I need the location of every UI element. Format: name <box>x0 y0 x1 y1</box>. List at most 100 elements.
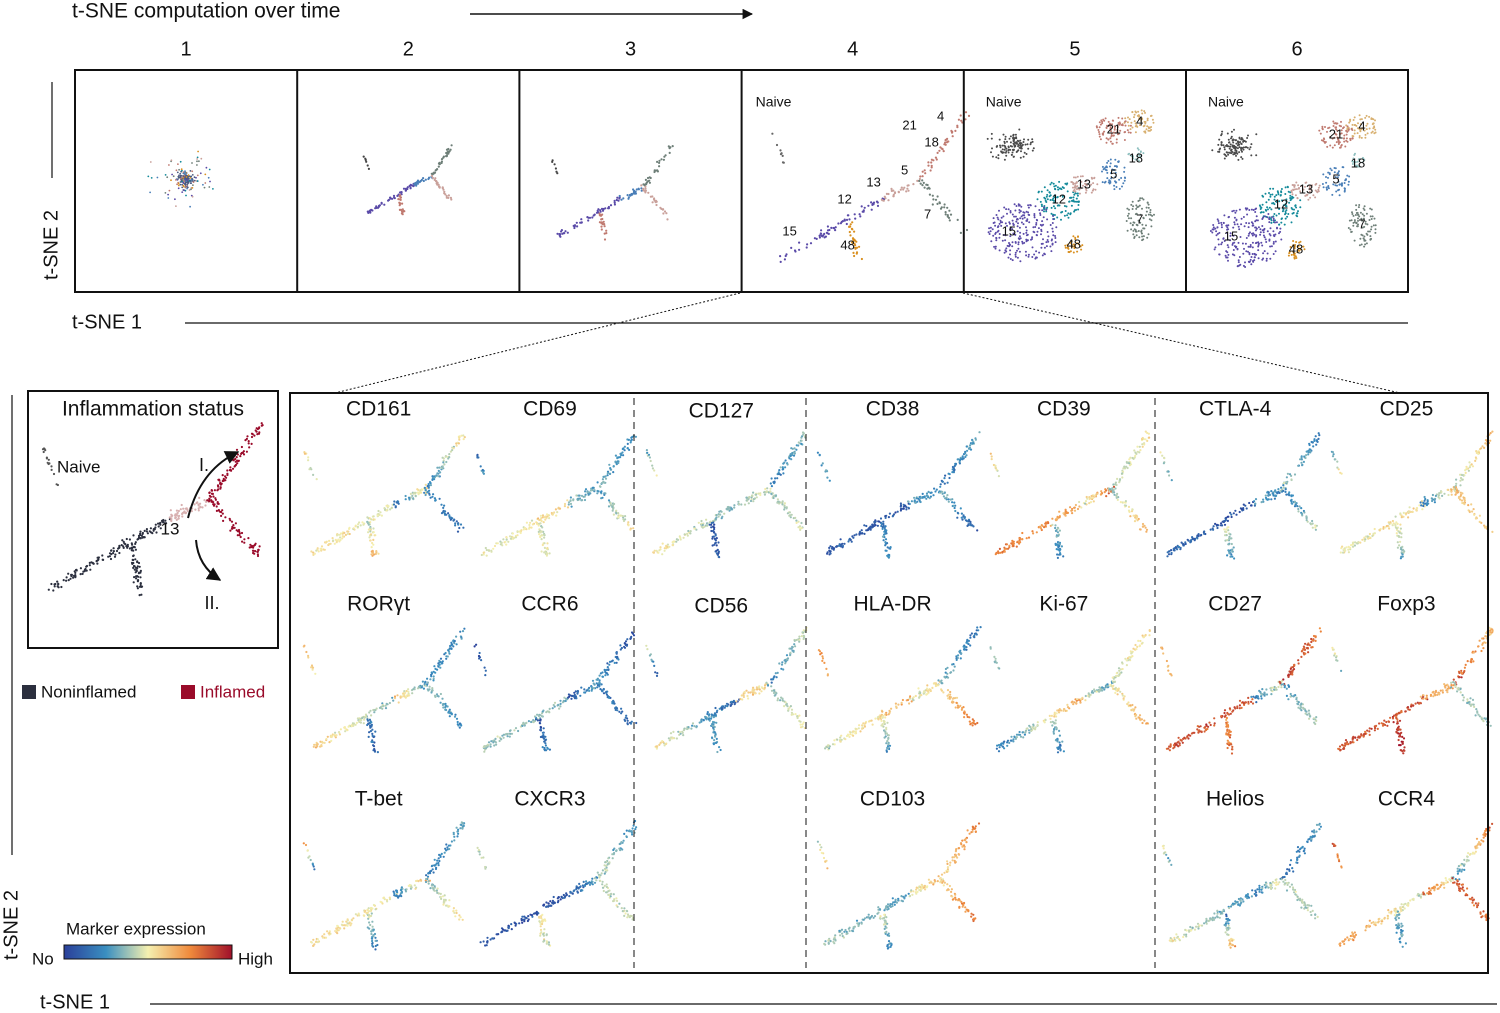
cell-dot <box>1170 479 1173 482</box>
cell-dot <box>445 194 448 198</box>
cell-dot <box>542 521 545 524</box>
cell-dot <box>1130 121 1133 124</box>
cell-dot <box>444 455 447 458</box>
cell-dot <box>174 198 176 201</box>
cell-dot <box>62 579 65 582</box>
cell-dot <box>621 514 624 518</box>
cell-dot <box>781 154 784 157</box>
cell-dot <box>540 550 543 553</box>
cell-dot <box>1279 227 1282 230</box>
cell-dot <box>637 188 641 191</box>
cell-dot <box>1162 462 1165 465</box>
cell-dot <box>1046 231 1049 233</box>
cell-dot <box>737 500 740 503</box>
cell-dot <box>138 565 141 568</box>
cell-dot <box>959 507 962 510</box>
cell-dot <box>931 203 934 206</box>
cell-dot <box>246 435 249 438</box>
cell-dot <box>436 168 439 171</box>
cell-dot <box>1005 154 1008 157</box>
cell-dot <box>656 170 660 173</box>
cell-dot <box>1150 219 1153 222</box>
cell-dot <box>1223 523 1227 526</box>
cell-dot <box>1166 555 1169 558</box>
cell-dot <box>500 541 503 544</box>
cell-dot <box>185 507 188 510</box>
cell-dot <box>1017 540 1020 543</box>
cell-dot <box>136 565 139 568</box>
cell-dot <box>1272 242 1275 245</box>
cell-dot <box>1050 250 1053 253</box>
cell-dot <box>1011 259 1014 262</box>
cell-dot <box>665 212 668 215</box>
cell-dot <box>1366 122 1369 125</box>
cell-dot <box>1029 143 1032 146</box>
cell-dot <box>435 474 438 477</box>
cell-dot <box>193 503 196 506</box>
cell-dot <box>1114 487 1117 490</box>
cell-dot <box>1056 196 1059 199</box>
cell-dot <box>1028 221 1031 224</box>
cell-dot <box>490 549 493 552</box>
cell-dot <box>1235 219 1238 222</box>
cell-dot <box>1337 143 1340 145</box>
cell-dot <box>393 500 396 503</box>
cell-dot <box>1304 456 1307 460</box>
cell-dot <box>1017 243 1020 246</box>
cell-dot <box>1029 204 1032 206</box>
cell-dot <box>1016 139 1019 142</box>
cell-dot <box>1372 122 1375 125</box>
cell-dot <box>1084 191 1087 194</box>
cell-dot <box>1096 183 1099 186</box>
cell-dot <box>1344 549 1347 552</box>
cell-dot <box>450 144 453 147</box>
cell-dot <box>371 549 374 552</box>
cell-dot <box>256 550 259 553</box>
cell-dot <box>1316 440 1319 443</box>
cell-dot <box>1327 187 1330 190</box>
cell-dot <box>785 507 788 510</box>
cell-dot <box>575 494 578 497</box>
cell-dot <box>1073 176 1075 179</box>
cell-dot <box>944 474 947 477</box>
cell-dot <box>1203 530 1206 533</box>
cell-dot <box>224 475 227 478</box>
cell-dot <box>1038 209 1041 211</box>
cell-dot <box>1126 121 1129 124</box>
cell-dot <box>369 530 372 533</box>
cell-dot <box>782 467 785 470</box>
cell-dot <box>572 498 575 501</box>
cell-dot <box>822 234 825 237</box>
cell-dot <box>1030 141 1032 144</box>
cell-dot <box>1139 213 1142 216</box>
cell-dot <box>1140 232 1143 235</box>
cell-dot <box>1060 218 1062 221</box>
cell-dot <box>959 231 963 234</box>
cell-dot <box>1220 144 1223 147</box>
cell-dot <box>598 485 602 488</box>
cell-dot <box>853 213 856 216</box>
cell-dot <box>1230 149 1233 152</box>
cell-dot <box>1032 230 1035 233</box>
cell-dot <box>646 451 649 454</box>
cell-dot <box>208 500 211 503</box>
cell-dot <box>1455 478 1458 481</box>
cell-dot <box>1132 514 1135 517</box>
cell-dot <box>591 216 594 219</box>
cell-dot <box>584 488 588 491</box>
cell-dot <box>663 549 666 552</box>
cell-dot <box>903 504 907 507</box>
cell-dot <box>146 532 149 535</box>
cell-dot <box>1143 524 1146 527</box>
cell-dot <box>245 437 248 440</box>
cell-dot <box>717 541 720 544</box>
cell-dot <box>1075 197 1078 200</box>
cell-dot <box>212 188 214 190</box>
cell-dot <box>1056 553 1059 556</box>
cell-dot <box>887 192 890 196</box>
cell-dot <box>1358 114 1361 117</box>
cell-dot <box>1293 473 1297 476</box>
cell-dot <box>193 176 196 179</box>
cell-dot <box>783 502 787 505</box>
cell-dot <box>919 175 922 178</box>
